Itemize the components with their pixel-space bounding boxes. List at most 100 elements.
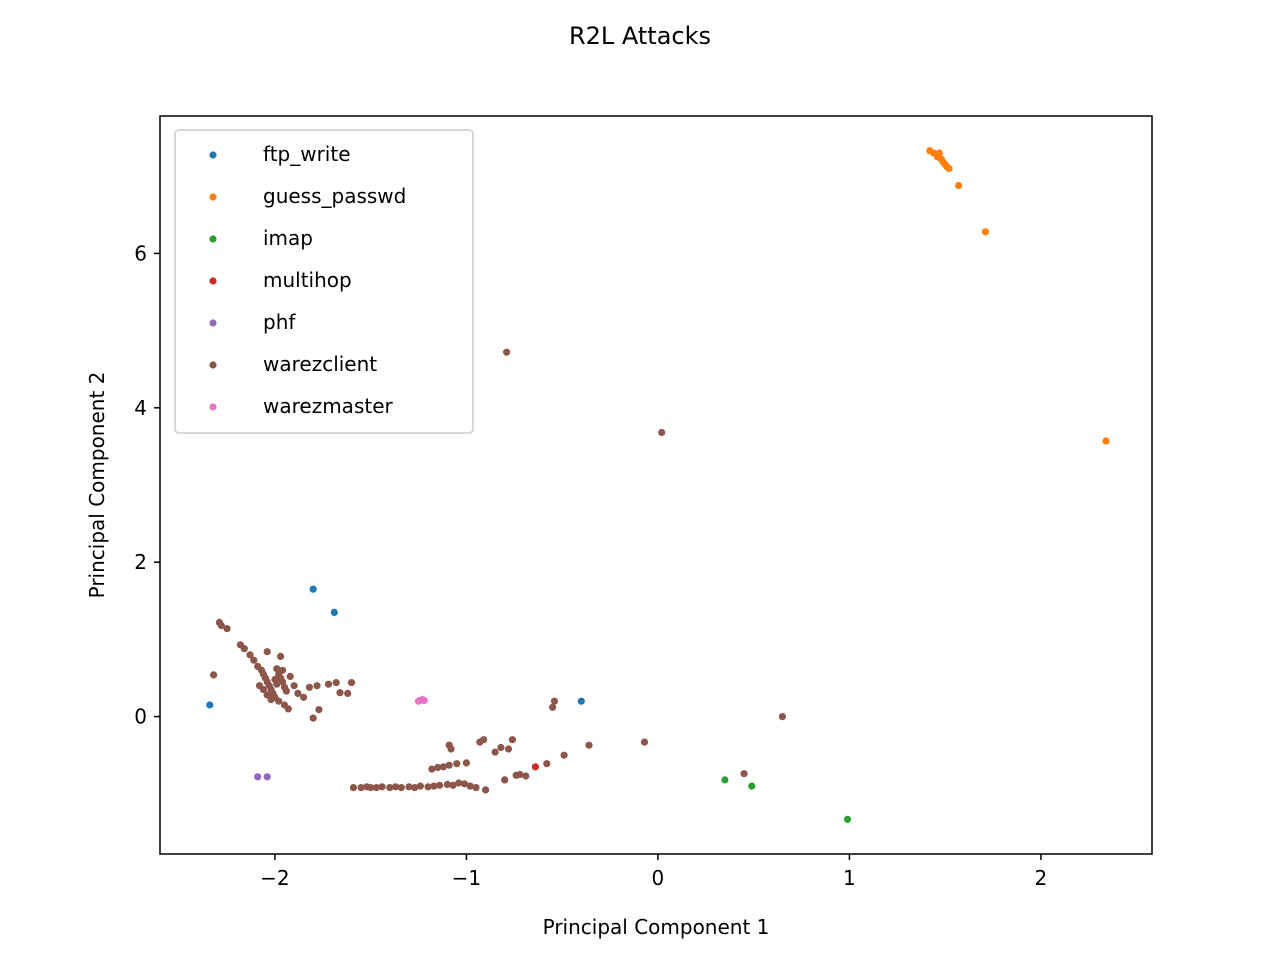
point-warezclient-35 [305,683,313,691]
point-imap-1 [748,782,756,790]
point-warezclient-0 [210,671,218,679]
legend-label-phf: phf [263,310,296,334]
point-warezclient-22 [282,687,290,695]
x-axis-ticks: −2 −1 0 1 2 [260,854,1047,890]
plot-frame [159,115,1153,855]
point-warezclient-90 [543,760,551,768]
point-warezclient-40 [332,679,340,687]
point-ftp_write-1 [309,585,317,593]
x-tick-label: 0 [652,866,665,890]
point-warezclient-64 [436,781,444,789]
point-warezclient-75 [445,761,453,769]
point-warezclient-46 [273,680,281,688]
point-ftp_write-0 [206,701,214,709]
legend-box [174,129,474,434]
point-warezclient-70 [472,784,480,792]
point-multihop-0 [531,763,540,771]
point-warezclient-2 [217,621,225,630]
point-warezclient-68 [460,780,469,788]
point-warezclient-85 [508,736,516,744]
legend-marker-phf [209,319,217,327]
legend-label-warezmaster: warezmaster [263,394,394,418]
point-warezclient-44 [284,705,292,713]
point-ftp_write-3 [577,697,585,705]
point-warezclient-95 [640,738,649,746]
point-warezclient-67 [455,779,463,787]
point-warezclient-30 [277,652,285,661]
point-warezclient-58 [397,784,405,792]
point-warezclient-43 [344,689,352,698]
point-warezclient-71 [482,786,490,794]
legend-label-multihop: multihop [263,268,352,292]
point-phf-1 [263,773,271,781]
point-warezclient-73 [434,763,442,772]
legend-label-imap: imap [263,226,313,250]
point-warezclient-27 [275,697,283,705]
point-warezclient-89 [522,772,530,780]
point-warezclient-36 [309,714,317,722]
point-warezclient-61 [416,782,424,790]
point-warezclient-51 [357,784,365,792]
point-warezclient-88 [501,776,509,784]
point-warezclient-38 [315,706,323,714]
point-warezclient-83 [497,743,505,752]
point-warezclient-41 [336,689,344,697]
y-tick-label: 4 [134,396,147,420]
point-warezclient-31 [286,672,294,681]
point-warezclient-54 [372,784,380,792]
point-warezclient-66 [449,781,457,789]
legend-label-guess_passwd: guess_passwd [263,184,406,208]
point-warezclient-50 [349,784,357,792]
y-axis-label: Principal Component 2 [85,372,109,599]
point-warezclient-84 [504,745,513,753]
point-warezclient-69 [466,782,474,790]
legend-label-ftp_write: ftp_write [263,142,351,166]
x-tick-label: −2 [260,866,289,890]
point-warezclient-87 [516,770,524,779]
y-tick-label: 2 [134,550,147,574]
point-warezclient-63 [430,782,438,790]
chart-title: R2L Attacks [569,22,711,50]
point-warezclient-53 [367,784,375,792]
point-guess_passwd-10 [981,228,990,236]
point-warezclient-24 [259,686,267,694]
point-warezclient-34 [300,693,308,701]
legend-marker-multihop [209,277,217,285]
point-imap-0 [721,776,729,784]
point-warezclient-59 [405,783,413,791]
point-warezclient-47 [279,666,287,674]
point-guess_passwd-11 [1102,437,1110,445]
y-tick-label: 0 [134,705,147,729]
point-warezclient-56 [386,784,394,792]
y-tick-label: 6 [134,241,147,265]
x-tick-label: 1 [843,866,856,890]
point-warezclient-5 [240,645,248,653]
point-warezclient-79 [445,741,453,749]
point-warezclient-81 [480,736,488,744]
x-tick-label: −1 [452,866,481,890]
point-guess_passwd-3 [935,149,944,157]
legend-marker-warezclient [209,361,217,369]
point-imap-2 [843,815,852,823]
point-warezclient-92 [550,697,559,705]
point-phf-0 [254,773,262,781]
point-warezclient-91 [549,703,557,711]
point-guess_passwd-9 [955,181,963,190]
point-warezclient-37 [313,682,321,690]
point-warezclient-76 [453,760,461,768]
point-warezclient-39 [324,680,333,688]
point-warezclient-26 [267,696,275,704]
legend-marker-warezmaster [209,403,217,411]
legend-marker-guess_passwd [209,193,217,201]
point-warezmaster-3 [420,696,428,705]
y-axis-ticks: 0 2 4 6 [134,241,160,729]
point-warezclient-82 [491,748,499,756]
point-warezclient-62 [424,783,432,791]
point-warezclient-29 [263,648,271,656]
point-ftp_write-2 [330,608,338,617]
point-warezclient-33 [294,689,302,698]
point-warezclient-72 [428,765,436,773]
point-warezclient-7 [250,656,258,664]
